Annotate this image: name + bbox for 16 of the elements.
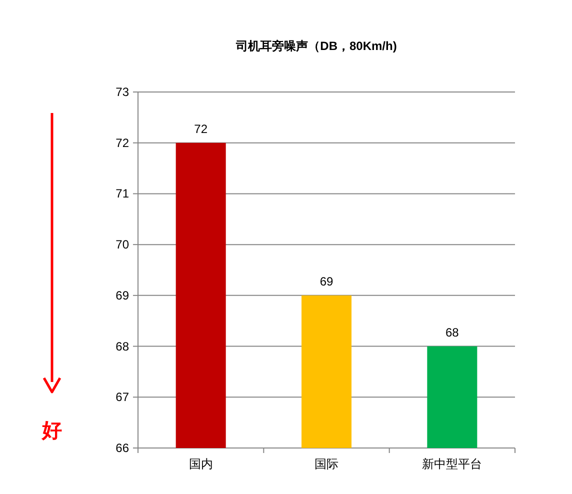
y-tick-label: 71: [116, 186, 130, 201]
y-tick-label: 72: [116, 136, 130, 150]
y-tick-label: 66: [116, 441, 130, 455]
data-label: 69: [320, 274, 334, 288]
y-tick-label: 68: [116, 339, 130, 354]
y-tick-label: 69: [116, 288, 130, 302]
data-label: 68: [445, 325, 460, 340]
data-label: 72: [194, 122, 208, 136]
x-tick-label: 新中型平台: [422, 457, 482, 471]
y-tick-label: 67: [116, 390, 130, 404]
chart-title: 司机耳旁噪声（DB，80Km/h): [235, 39, 397, 53]
x-tick-label: 国际: [314, 457, 338, 471]
text: 好: [41, 420, 62, 442]
x-tick-label: 国内: [188, 457, 213, 471]
y-tick-label: 73: [116, 85, 130, 99]
y-tick-label: 70: [116, 238, 130, 252]
